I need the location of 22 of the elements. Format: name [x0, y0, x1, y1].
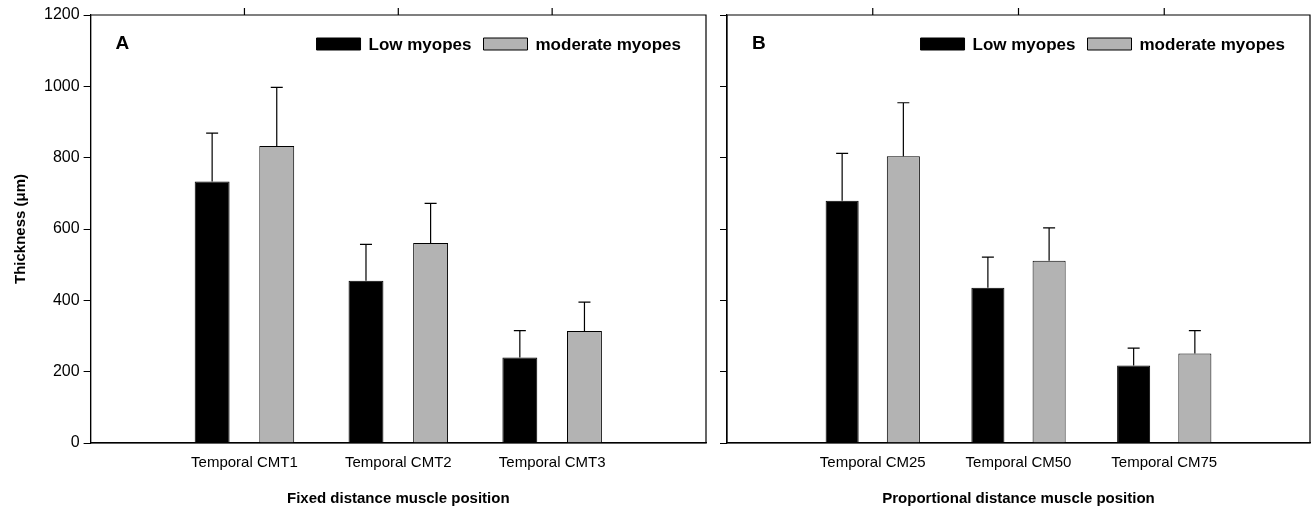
x-axis-title: Proportional distance muscle position [882, 489, 1155, 507]
x-tick-label: Temporal CMT3 [498, 453, 606, 471]
y-tick-label: 200 [52, 362, 80, 380]
y-tick-label: 600 [52, 219, 80, 237]
legend-label: Low myopes [972, 34, 1076, 54]
x-tick-label: Temporal CMT1 [191, 453, 298, 471]
y-tick-label: 0 [70, 433, 80, 451]
text: A [115, 32, 130, 54]
text: B [752, 32, 766, 54]
legend-label: moderate myopes [535, 34, 681, 54]
y-tick-label: 400 [52, 290, 80, 308]
legend-label: Low myopes [368, 34, 472, 54]
y-tick-label: 1000 [44, 76, 80, 94]
y-tick-label: 1200 [44, 5, 80, 23]
x-tick-label: Temporal CM25 [819, 453, 926, 471]
x-tick-label: Temporal CMT2 [344, 453, 452, 471]
x-tick-label: Temporal CM50 [965, 453, 1072, 471]
y-axis-title: Thickness (μm) [11, 173, 29, 285]
x-axis-title: Fixed distance muscle position [287, 489, 510, 507]
x-tick-label: Temporal CM75 [1111, 453, 1218, 471]
y-tick-label: 800 [52, 148, 80, 166]
legend-label: moderate myopes [1139, 34, 1285, 54]
